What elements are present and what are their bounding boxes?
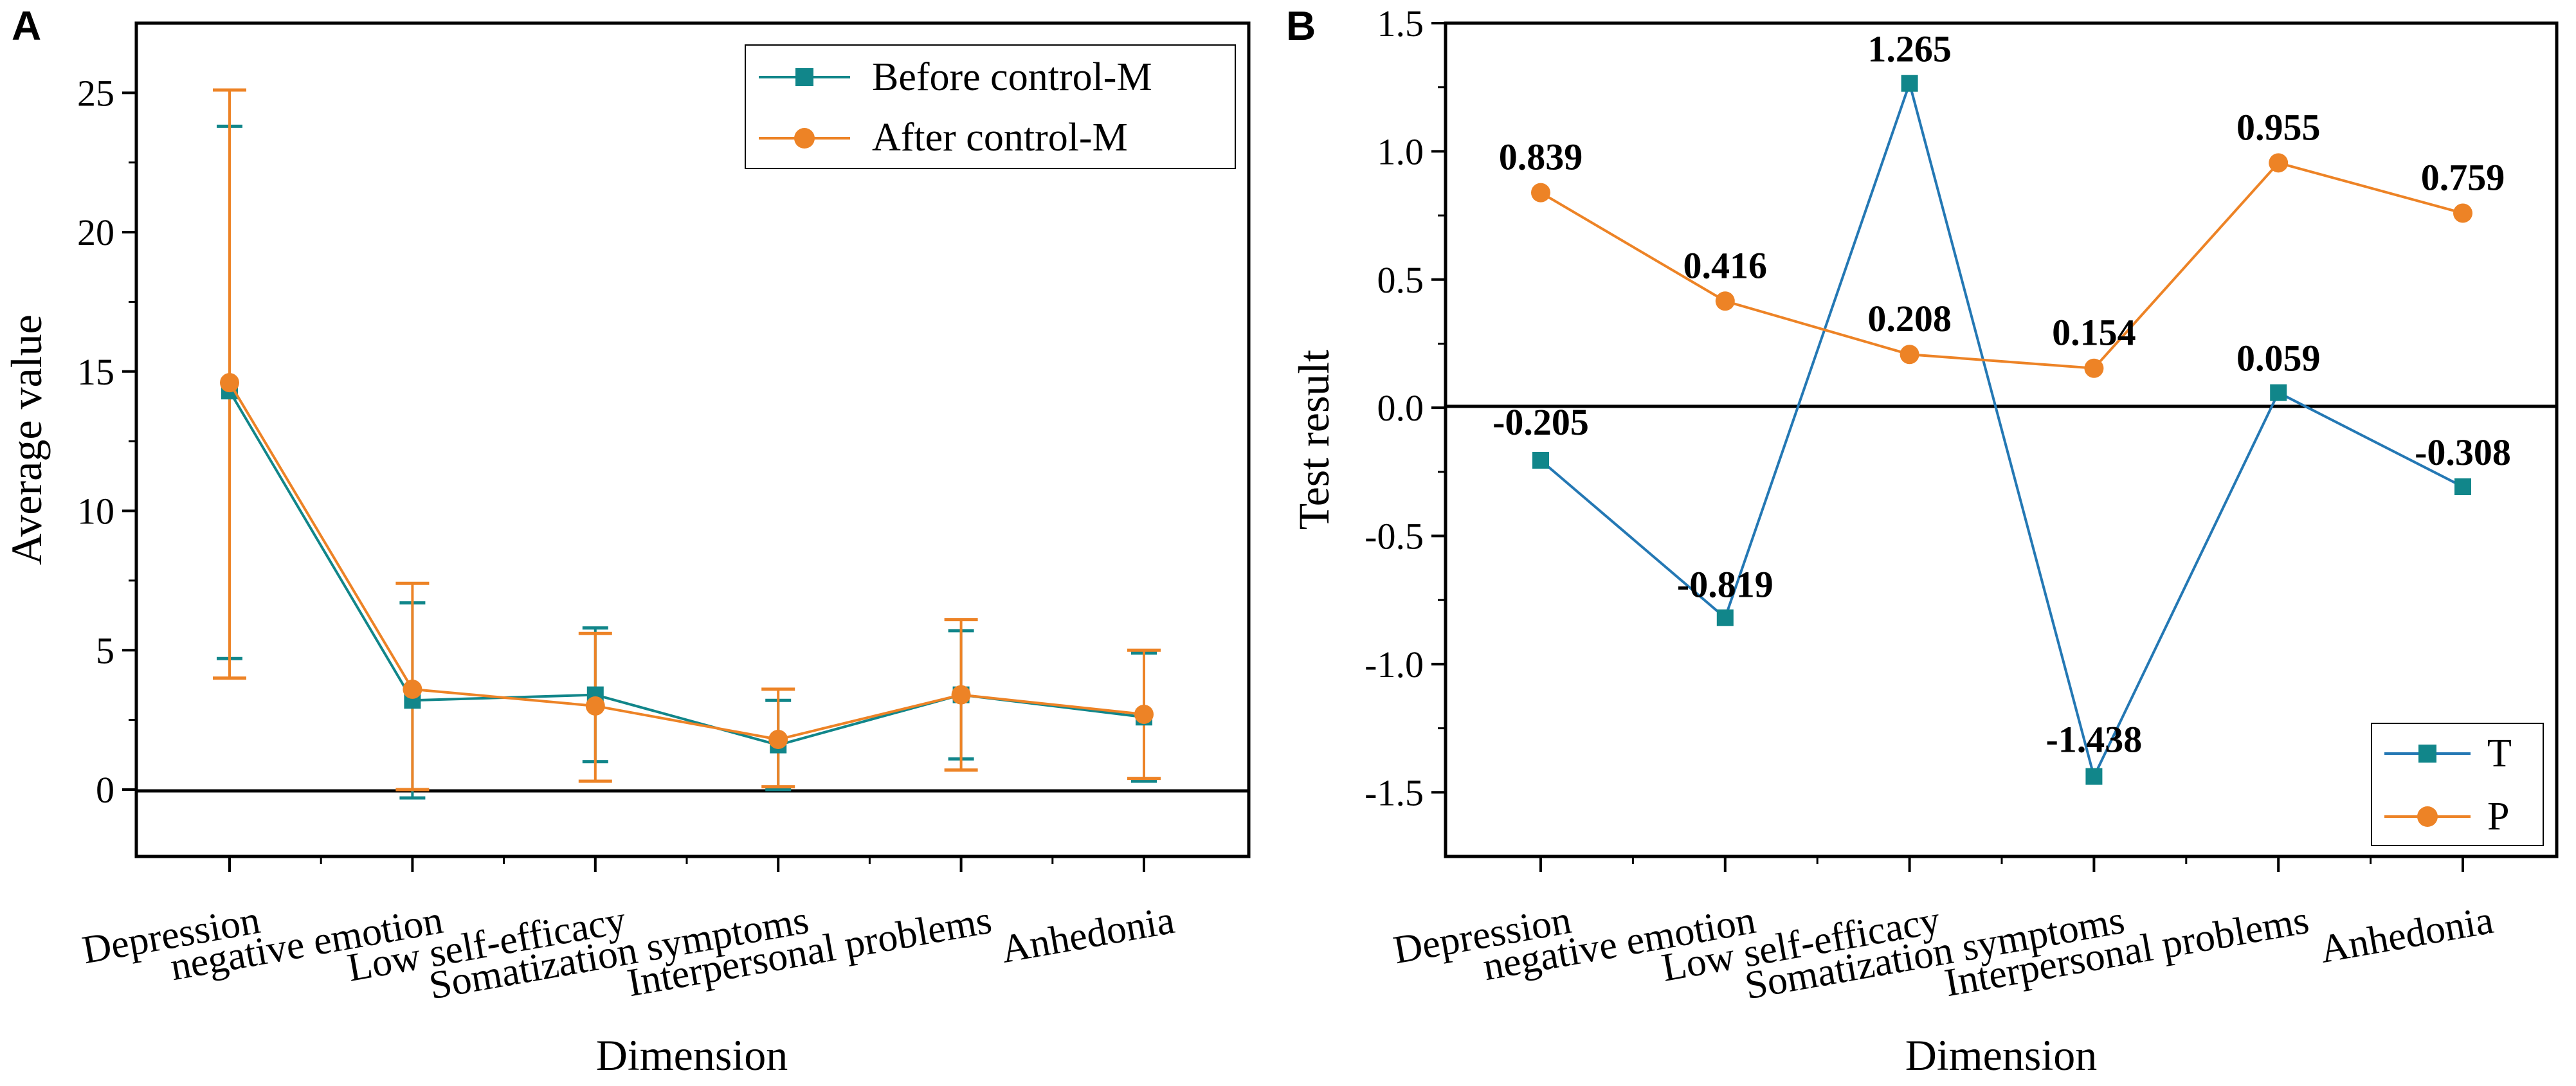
y-tick-label: 0.5 bbox=[1377, 259, 1424, 301]
data-point-circle bbox=[2084, 358, 2104, 378]
data-label: 0.955 bbox=[2236, 106, 2321, 148]
y-tick-label: 1.5 bbox=[1377, 3, 1424, 44]
data-point-circle bbox=[220, 373, 239, 393]
data-label: 1.265 bbox=[1867, 28, 1952, 70]
panel-b: B 1.5 1.0 0.5 0.0 -0.5 -1.0 -1.5 -0.205 -0.819 1… bbox=[1286, 3, 2559, 1080]
series-line-1 bbox=[228, 382, 1145, 741]
legend-box-b bbox=[2371, 723, 2544, 846]
plot-frame-a bbox=[134, 21, 1251, 858]
data-point-square bbox=[1532, 451, 1549, 469]
x-category-label: Anhedonia bbox=[998, 898, 1178, 972]
data-label: 0.839 bbox=[1499, 136, 1583, 178]
legend-label-after: After control-M bbox=[872, 116, 1128, 159]
legend-a: Before control-M After control-M bbox=[745, 44, 1236, 169]
y-tick-label: 1.0 bbox=[1377, 131, 1424, 172]
data-point-circle bbox=[585, 696, 605, 716]
data-point-square bbox=[1901, 75, 1918, 92]
data-point-circle bbox=[1900, 345, 1919, 365]
y-tick-label: -0.5 bbox=[1365, 516, 1424, 557]
data-label: 0.154 bbox=[2052, 312, 2136, 354]
series-line-0 bbox=[228, 390, 1145, 747]
y-tick-label: 15 bbox=[77, 351, 114, 393]
data-point-circle bbox=[1134, 704, 1154, 724]
y-tick-label: 0 bbox=[96, 769, 114, 811]
legend-label-p: P bbox=[2487, 795, 2509, 838]
data-point-circle bbox=[768, 729, 788, 749]
y-tick-label: 0.0 bbox=[1377, 387, 1424, 429]
legend-marker-t bbox=[2418, 745, 2436, 763]
data-point-circle bbox=[2269, 153, 2289, 173]
data-label: -0.819 bbox=[1677, 564, 1773, 606]
data-point-circle bbox=[1715, 291, 1735, 311]
data-label: -0.308 bbox=[2415, 431, 2511, 473]
x-axis-title-b: Dimension bbox=[1905, 1031, 2097, 1080]
data-label: 0.759 bbox=[2421, 156, 2505, 198]
y-tick-label: 25 bbox=[77, 72, 114, 114]
panel-letter-b: B bbox=[1286, 3, 1316, 49]
x-category-label: Anhedonia bbox=[2317, 898, 2497, 972]
panel-letter-a: A bbox=[12, 3, 41, 49]
data-point-circle bbox=[951, 685, 971, 705]
legend-marker-after bbox=[794, 128, 815, 149]
legend-marker-p bbox=[2417, 806, 2438, 827]
data-label: 0.208 bbox=[1867, 298, 1952, 339]
legend-box-a bbox=[745, 44, 1236, 169]
y-tick-label: 5 bbox=[96, 629, 114, 671]
data-point-square bbox=[2454, 478, 2471, 495]
data-point-circle bbox=[403, 679, 422, 699]
legend-marker-before bbox=[795, 68, 813, 86]
legend-b: T P bbox=[2371, 723, 2544, 846]
y-tick-label: -1.5 bbox=[1365, 772, 1424, 813]
data-label: -1.438 bbox=[2045, 719, 2142, 761]
data-point-circle bbox=[1531, 183, 1550, 203]
y-axis-title-b: Test result bbox=[1289, 350, 1338, 530]
data-label: 0.416 bbox=[1683, 244, 1768, 286]
legend-label-before: Before control-M bbox=[872, 55, 1152, 99]
data-point-circle bbox=[2453, 203, 2472, 223]
data-point-square bbox=[2085, 768, 2103, 785]
data-point-square bbox=[1716, 609, 1734, 626]
y-tick-label: -1.0 bbox=[1365, 644, 1424, 685]
y-axis-title-a: Average value bbox=[2, 314, 51, 565]
series-line-1 bbox=[1539, 161, 2463, 370]
data-label: 0.059 bbox=[2236, 338, 2321, 379]
y-tick-label: 10 bbox=[77, 491, 114, 532]
legend-label-t: T bbox=[2487, 732, 2512, 775]
series-line-0 bbox=[1539, 78, 2463, 781]
data-point-square bbox=[2270, 384, 2287, 401]
x-axis-title-a: Dimension bbox=[596, 1031, 788, 1080]
y-tick-label: 20 bbox=[77, 212, 114, 253]
data-label: -0.205 bbox=[1492, 401, 1589, 443]
